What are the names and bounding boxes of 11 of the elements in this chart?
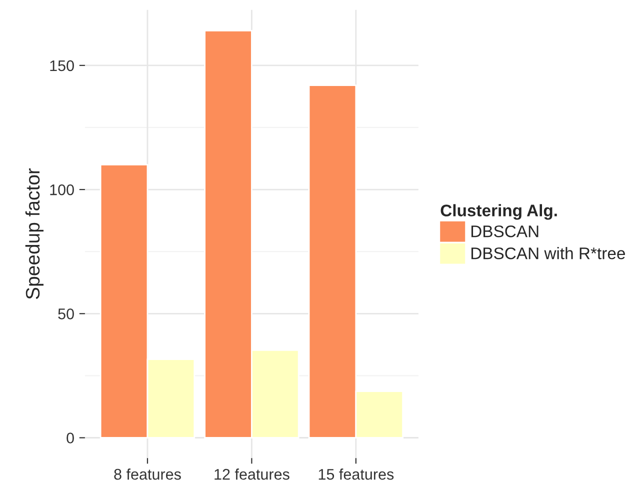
- legend-label: DBSCAN with R*tree: [471, 247, 625, 260]
- y-axis-title: Speedup factor: [25, 168, 44, 300]
- y-tick-label: 150: [50, 60, 74, 72]
- y-tick-label: 100: [50, 184, 74, 196]
- legend-title: Clustering Alg.: [440, 204, 557, 220]
- y-tick-label: 50: [58, 308, 74, 320]
- x-tick-label: 15 features: [318, 468, 394, 480]
- x-tick-label: 8 features: [114, 468, 181, 480]
- legend-label: DBSCAN: [471, 225, 538, 238]
- y-tick-label: 0: [66, 432, 74, 444]
- x-tick-label: 12 features: [214, 468, 290, 480]
